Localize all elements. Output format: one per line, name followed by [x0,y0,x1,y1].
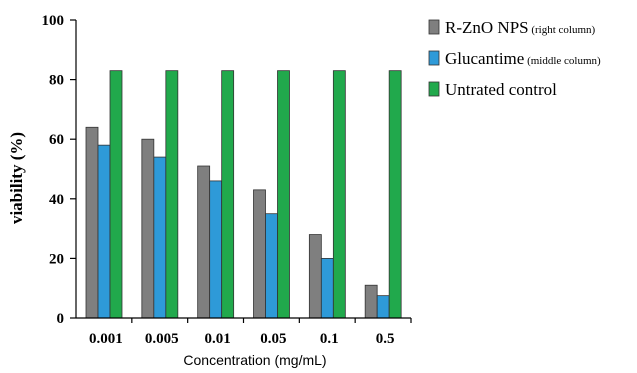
bar-r-zno-nps-0-001 [85,126,99,319]
legend-entry: R-ZnO NPS (right column) [445,18,596,37]
legend-entry-note: (right column) [529,24,596,36]
bar-untrated-control-0-001 [109,70,123,319]
bar-glucantime-0-01 [209,180,223,319]
bar-glucantime-0-005 [153,156,167,319]
bar-r-zno-nps-0-5 [364,284,378,319]
y-tick-label: 20 [49,251,64,267]
bar-untrated-control-0-1 [332,70,346,319]
x-tick-label: 0.001 [89,331,123,347]
legend-entry-name: Untrated control [445,80,557,99]
x-tick-label: 0.005 [145,331,179,347]
bars [85,70,402,319]
bar-r-zno-nps-0-005 [141,138,155,319]
x-axis-ticks: 0.001 0.005 0.01 0.05 0.1 0.5 [89,318,412,347]
y-axis-ticks: 0 20 40 60 80 100 [42,13,76,327]
bar-glucantime-0-5 [376,295,390,319]
bar-untrated-control-0-5 [388,70,402,319]
bar-r-zno-nps-0-01 [197,165,211,319]
bar-glucantime-0-001 [97,144,111,319]
legend-swatch [428,81,440,97]
legend-entry-name: Glucantime [445,49,524,68]
y-tick-label: 80 [49,73,64,89]
y-axis-label: viability (%) [7,132,26,224]
bar-glucantime-0-05 [265,213,278,319]
x-tick-label: 0.01 [204,331,230,347]
x-tick-label: 0.5 [376,331,395,347]
x-axis-label: Concentration (mg/mL) [183,352,326,368]
x-tick-label: 0.1 [320,331,339,347]
legend-entry-note: (middle column) [524,55,601,67]
y-tick-label: 0 [57,311,65,327]
x-tick-label: 0.05 [260,331,286,347]
bar-r-zno-nps-0-05 [253,189,266,319]
bar-glucantime-0-1 [320,257,334,319]
y-tick-label: 60 [49,132,64,148]
legend-swatch [428,19,440,35]
legend-entry: Glucantime (middle column) [445,49,601,68]
legend-entry: Untrated control [445,80,557,99]
y-tick-label: 100 [42,13,65,29]
bar-untrated-control-0-01 [221,70,235,319]
legend: R-ZnO NPS (right column) Glucantime (midd… [428,18,601,99]
y-tick-label: 40 [49,192,64,208]
legend-entry-name: R-ZnO NPS [445,18,529,37]
bar-untrated-control-0-005 [165,70,179,319]
legend-swatch [428,50,440,66]
bar-untrated-control-0-05 [277,70,290,319]
bar-r-zno-nps-0-1 [308,234,322,319]
